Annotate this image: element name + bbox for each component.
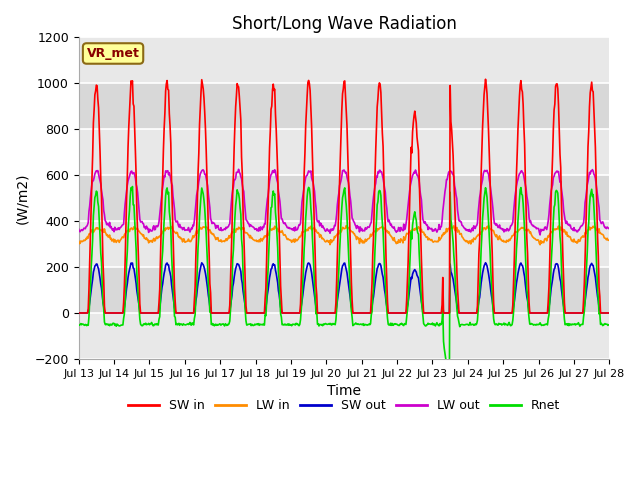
Bar [79,129,609,175]
Bar [79,37,609,83]
Bar [79,221,609,267]
X-axis label: Time: Time [327,384,361,398]
Bar [79,313,609,359]
Y-axis label: (W/m2): (W/m2) [15,172,29,224]
Bar [79,83,609,129]
Text: VR_met: VR_met [86,47,140,60]
Bar [79,267,609,313]
Legend: SW in, LW in, SW out, LW out, Rnet: SW in, LW in, SW out, LW out, Rnet [123,394,565,417]
Title: Short/Long Wave Radiation: Short/Long Wave Radiation [232,15,456,33]
Bar [79,175,609,221]
